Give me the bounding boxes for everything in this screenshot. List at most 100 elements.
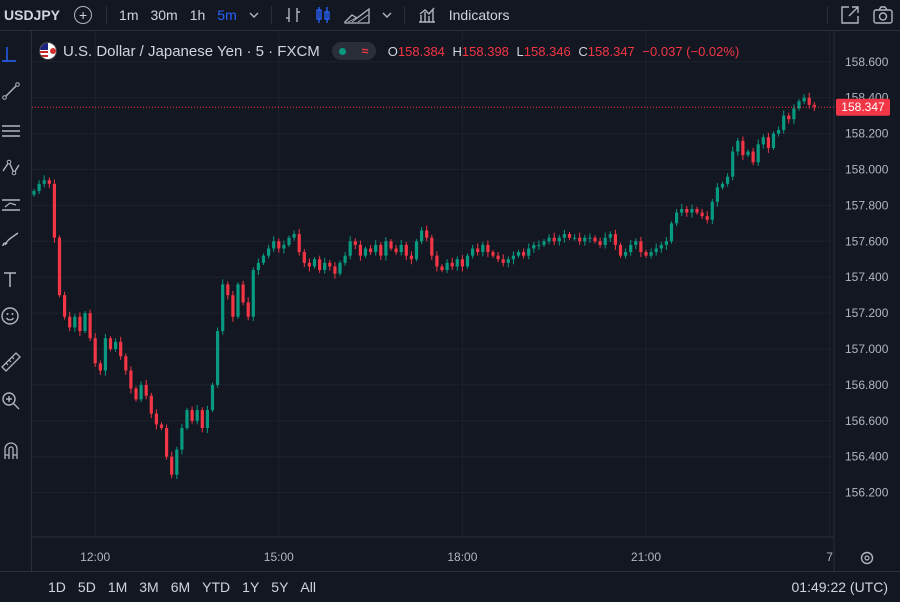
- open-label: O: [387, 43, 398, 59]
- candle-body: [312, 259, 317, 267]
- range-5d[interactable]: 5D: [77, 579, 96, 595]
- candle-body: [68, 316, 72, 328]
- text-tool-icon[interactable]: [0, 268, 22, 290]
- candle-body: [557, 237, 561, 242]
- candle-body: [644, 252, 648, 256]
- candle-body: [185, 410, 189, 429]
- chevron-down-icon[interactable]: [243, 12, 265, 18]
- candle-body: [634, 241, 638, 245]
- market-open-dot-icon: [339, 47, 347, 55]
- interval-30m[interactable]: 30m: [150, 7, 178, 23]
- price-tick-label: 157.000: [845, 342, 889, 356]
- candle-body: [399, 244, 403, 253]
- range-ytd[interactable]: YTD: [202, 579, 231, 595]
- candle-body: [465, 255, 470, 267]
- candles-style-icon[interactable]: [308, 6, 338, 24]
- camera-icon[interactable]: [866, 5, 900, 25]
- candle-body: [358, 244, 362, 256]
- candle-body: [108, 338, 113, 350]
- range-1m[interactable]: 1M: [107, 579, 128, 595]
- indicators-button[interactable]: Indicators: [448, 7, 510, 23]
- candle-body: [282, 244, 286, 249]
- price-tick-label: 158.000: [845, 162, 889, 176]
- candle-body: [766, 137, 770, 148]
- candle-body: [379, 244, 383, 256]
- candle-body: [154, 413, 158, 425]
- price-tick-label: 157.400: [845, 270, 889, 284]
- candle-body: [292, 234, 296, 238]
- fullscreen-icon[interactable]: [834, 5, 866, 25]
- candle-body: [787, 115, 791, 120]
- chevron-down-icon[interactable]: [376, 12, 398, 18]
- candle-body: [323, 262, 327, 271]
- utc-clock[interactable]: 01:49:22 (UTC): [791, 579, 888, 595]
- chart-title[interactable]: U.S. Dollar / Japanese Yen · 5 · FXCM: [63, 42, 320, 60]
- candle-body: [343, 255, 347, 263]
- candle-body: [338, 262, 342, 274]
- interval-5m[interactable]: 5m: [217, 7, 237, 23]
- candle-body: [516, 252, 521, 256]
- candle-body: [78, 316, 82, 332]
- price-tick-label: 156.200: [845, 486, 889, 500]
- high-value: 158.398: [461, 43, 509, 59]
- candle-body: [455, 259, 459, 267]
- interval-1h[interactable]: 1h: [189, 7, 206, 23]
- candle-body: [256, 262, 260, 271]
- candle-body: [226, 284, 230, 296]
- range-1y[interactable]: 1Y: [242, 579, 260, 595]
- crosshair-icon[interactable]: [0, 45, 22, 67]
- candle-body: [420, 230, 424, 242]
- candle-body: [37, 183, 41, 192]
- candle-body: [741, 140, 745, 156]
- candle-body: [537, 244, 541, 246]
- fib-retracement-icon[interactable]: [0, 121, 22, 143]
- candle-body: [57, 237, 62, 296]
- emoji-icon[interactable]: [0, 305, 22, 327]
- candle-body: [63, 295, 67, 317]
- trend-line-icon[interactable]: [0, 80, 22, 102]
- brush-icon[interactable]: [0, 228, 22, 250]
- candle-body: [700, 212, 704, 217]
- candle-body: [216, 331, 220, 385]
- zoom-in-icon[interactable]: [0, 390, 22, 412]
- wave-icon: ≈: [361, 44, 369, 58]
- range-1d[interactable]: 1D: [48, 579, 66, 595]
- close-value: 158.347: [587, 43, 635, 59]
- settings-icon[interactable]: [860, 551, 874, 565]
- forecast-tool-icon[interactable]: [0, 194, 22, 216]
- symbol-search[interactable]: USDJPY: [4, 7, 61, 23]
- ruler-icon[interactable]: [0, 351, 22, 373]
- bars-style-icon[interactable]: [278, 6, 308, 24]
- change-value: −0.037 (−0.02%): [642, 43, 740, 59]
- candle-body: [685, 208, 689, 213]
- compare-add-icon[interactable]: +: [74, 6, 93, 24]
- time-tick-label: 21:00: [631, 550, 661, 564]
- pattern-tool-icon[interactable]: [0, 157, 22, 179]
- candle-body: [409, 255, 413, 260]
- candle-body: [149, 395, 153, 414]
- candle-body: [715, 187, 719, 202]
- market-status-pill[interactable]: ≈: [331, 42, 376, 60]
- candle-body: [328, 262, 332, 267]
- candle-body: [404, 244, 408, 256]
- bottom-toolbar: 1D 5D 1M 3M 6M YTD 1Y 5Y All 01:49:22 (U…: [0, 571, 900, 602]
- candle-body: [190, 410, 194, 421]
- candle-body: [93, 338, 97, 364]
- range-5y[interactable]: 5Y: [271, 579, 289, 595]
- candle-body: [83, 313, 87, 332]
- range-6m[interactable]: 6M: [170, 579, 191, 595]
- candle-body: [159, 424, 164, 429]
- magnet-icon[interactable]: [0, 440, 22, 462]
- candle-body: [277, 241, 281, 249]
- area-style-icon[interactable]: [338, 6, 376, 24]
- candle-body: [481, 244, 485, 253]
- indicators-icon[interactable]: [411, 6, 443, 24]
- range-all[interactable]: All: [300, 579, 316, 595]
- price-chart[interactable]: 156.200 156.400 156.600 156.800 157.000 157.2…: [32, 31, 900, 571]
- toolbar-divider: [106, 6, 108, 24]
- candle-body: [369, 248, 373, 253]
- range-3m[interactable]: 3M: [139, 579, 159, 595]
- candle-body: [527, 248, 531, 256]
- candle-body: [547, 237, 551, 242]
- interval-1m[interactable]: 1m: [119, 7, 139, 23]
